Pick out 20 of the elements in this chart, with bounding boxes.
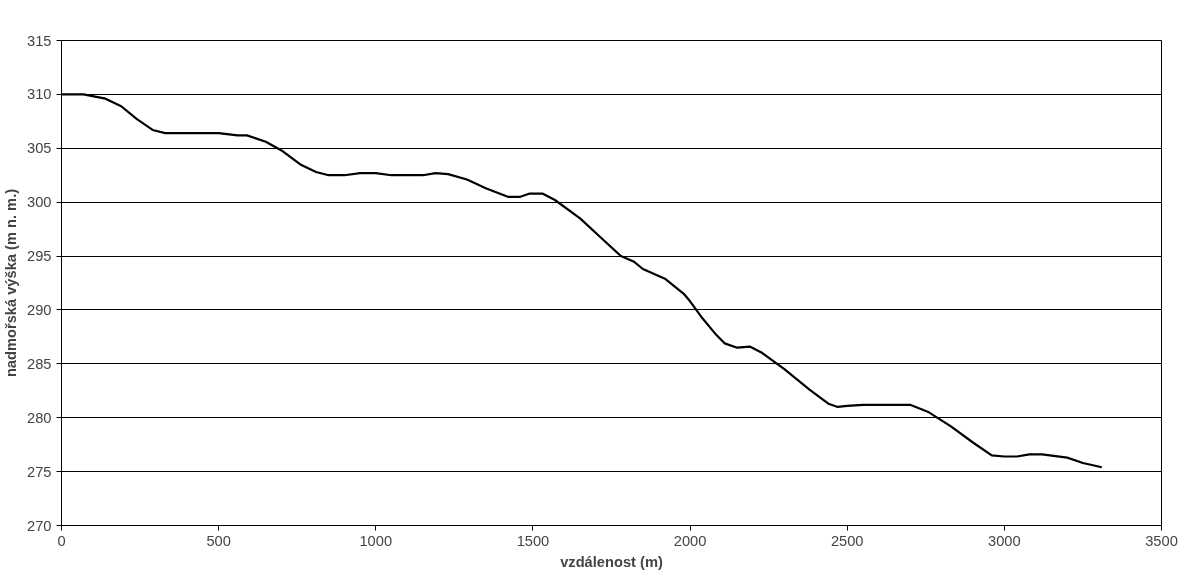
x-axis-title: vzdálenost (m) xyxy=(560,553,663,570)
y-tick-label: 275 xyxy=(27,463,52,480)
x-tick-label: 2000 xyxy=(673,532,707,549)
x-tick-label: 3000 xyxy=(988,532,1021,549)
y-tick-label: 315 xyxy=(27,32,52,49)
x-tick-label: 500 xyxy=(206,532,231,549)
y-tick-label: 290 xyxy=(27,301,52,318)
y-tick-label: 305 xyxy=(27,140,52,157)
y-tick-label: 295 xyxy=(27,248,52,265)
x-tick-label: 1500 xyxy=(516,532,550,549)
y-tick-label: 270 xyxy=(27,517,52,534)
x-tick-label: 0 xyxy=(57,532,66,549)
y-axis-title: nadmořská výška (m n. m.) xyxy=(3,188,20,378)
y-tick-label: 300 xyxy=(27,194,52,211)
x-tick-label: 3500 xyxy=(1145,532,1178,549)
y-tick-label: 310 xyxy=(27,86,52,103)
y-tick-label: 285 xyxy=(27,355,52,372)
y-tick-label: 280 xyxy=(27,409,52,426)
x-tick-label: 1000 xyxy=(359,532,393,549)
x-tick-label: 2500 xyxy=(830,532,864,549)
